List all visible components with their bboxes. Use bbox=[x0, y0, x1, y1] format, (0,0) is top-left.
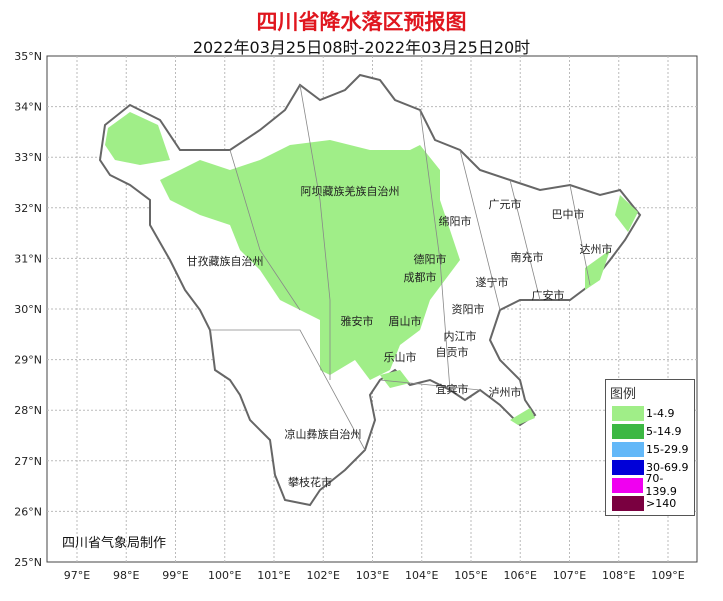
region-label: 内江市 bbox=[444, 329, 477, 343]
lat-label: 31°N bbox=[14, 252, 42, 265]
region-label: 阿坝藏族羌族自治州 bbox=[301, 184, 400, 198]
lat-label: 35°N bbox=[14, 50, 42, 63]
lon-label: 105°E bbox=[454, 569, 487, 582]
lat-label: 27°N bbox=[14, 455, 42, 468]
county-boundaries bbox=[210, 84, 591, 451]
region-label: 德阳市 bbox=[414, 252, 447, 266]
region-label: 达州市 bbox=[580, 242, 613, 256]
legend-label: 1-4.9 bbox=[646, 406, 675, 420]
lon-label: 99°E bbox=[162, 569, 188, 582]
region-label: 巴中市 bbox=[552, 207, 585, 221]
legend-item: 30-69.9 bbox=[612, 458, 694, 476]
legend-label: 30-69.9 bbox=[646, 460, 689, 474]
region-label: 绵阳市 bbox=[439, 214, 472, 228]
legend: 图例 1-4.9 5-14.9 15-29.9 30-69.9 70-139.9 >140 bbox=[605, 379, 695, 516]
lon-label: 102°E bbox=[307, 569, 340, 582]
lon-label: 103°E bbox=[356, 569, 389, 582]
lon-label: 98°E bbox=[113, 569, 139, 582]
map-title: 四川省降水落区预报图 bbox=[256, 10, 467, 34]
region-label: 遂宁市 bbox=[476, 275, 509, 289]
region-label: 广安市 bbox=[532, 288, 565, 302]
legend-label: 70-139.9 bbox=[645, 472, 677, 498]
region-label: 泸州市 bbox=[489, 385, 522, 399]
legend-label: 5-14.9 bbox=[646, 424, 682, 438]
legend-title: 图例 bbox=[610, 387, 637, 402]
region-label: 资阳市 bbox=[452, 302, 485, 316]
map-subtitle: 2022年03月25日08时-2022年03月25日20时 bbox=[192, 38, 531, 57]
region-label: 眉山市 bbox=[389, 314, 422, 328]
lat-label: 29°N bbox=[14, 354, 42, 367]
lon-label: 101°E bbox=[257, 569, 290, 582]
lon-label: 109°E bbox=[651, 569, 684, 582]
legend-item: 1-4.9 bbox=[612, 404, 694, 422]
legend-item: 70-139.9 bbox=[612, 472, 694, 498]
legend-swatch bbox=[612, 495, 644, 511]
region-label: 攀枝花市 bbox=[288, 475, 332, 489]
region-label: 南充市 bbox=[511, 250, 544, 264]
region-label: 雅安市 bbox=[341, 314, 374, 328]
lon-label: 97°E bbox=[64, 569, 90, 582]
lat-label: 34°N bbox=[14, 101, 42, 114]
legend-swatch bbox=[612, 423, 644, 439]
axis-labels: 35°N 34°N 33°N 32°N 31°N 30°N 29°N 28°N 27°N 26°N… bbox=[14, 50, 685, 582]
legend-label: 15-29.9 bbox=[646, 442, 689, 456]
region-label: 宜宾市 bbox=[436, 382, 469, 396]
legend-label: >140 bbox=[646, 496, 677, 510]
region-label: 自贡市 bbox=[436, 345, 469, 359]
lon-label: 108°E bbox=[602, 569, 635, 582]
lon-label: 104°E bbox=[405, 569, 438, 582]
lon-label: 106°E bbox=[504, 569, 537, 582]
legend-swatch bbox=[612, 459, 644, 475]
legend-item: 5-14.9 bbox=[612, 422, 694, 440]
lat-label: 26°N bbox=[14, 505, 42, 518]
legend-swatch bbox=[612, 477, 644, 493]
region-label: 乐山市 bbox=[384, 350, 417, 364]
region-label: 成都市 bbox=[404, 270, 437, 284]
lat-label: 28°N bbox=[14, 404, 42, 417]
lat-label: 25°N bbox=[14, 556, 42, 569]
region-label: 甘孜藏族自治州 bbox=[187, 254, 264, 268]
footer-credit: 四川省气象局制作 bbox=[62, 536, 167, 551]
legend-swatch bbox=[612, 405, 644, 421]
legend-item: 15-29.9 bbox=[612, 440, 694, 458]
legend-item: >140 bbox=[612, 494, 694, 512]
rain-1-4.9-areas bbox=[105, 112, 638, 425]
legend-swatch bbox=[612, 441, 644, 457]
lat-label: 32°N bbox=[14, 202, 42, 215]
region-label: 广元市 bbox=[489, 197, 522, 211]
region-label: 凉山彝族自治州 bbox=[285, 427, 362, 441]
lat-label: 33°N bbox=[14, 151, 42, 164]
lat-label: 30°N bbox=[14, 303, 42, 316]
lon-label: 107°E bbox=[553, 569, 586, 582]
lon-label: 100°E bbox=[208, 569, 241, 582]
